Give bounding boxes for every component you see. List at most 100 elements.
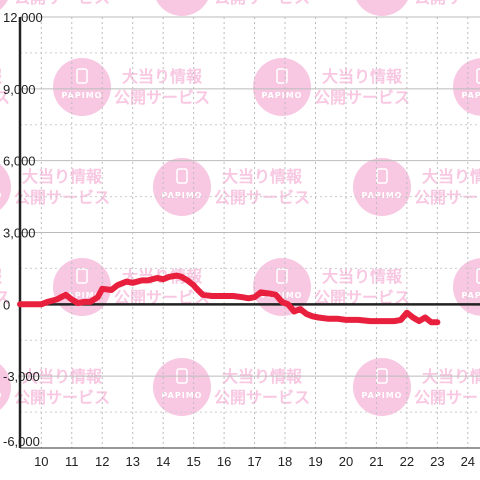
watermark-logo-circle	[53, 58, 111, 116]
watermark-line2: 公開サービス	[114, 288, 210, 307]
watermark-brand: PAPIMO	[0, 391, 2, 400]
x-tick-label: 21	[369, 454, 383, 469]
watermark-line1: 大当り情報	[122, 67, 203, 86]
y-tick-label: 0	[3, 297, 10, 312]
watermark-line2: 公開サービス	[214, 388, 310, 407]
watermark-phone-icon	[76, 68, 88, 84]
x-tick-label: 23	[430, 454, 444, 469]
watermark-line2: 公開サービス	[414, 0, 480, 7]
watermark-line2: 公開サービス	[0, 88, 10, 107]
watermark-line2: 公開サービス	[414, 188, 480, 207]
watermark-phone-icon	[176, 168, 188, 184]
watermark-line2: 公開サービス	[214, 0, 310, 7]
watermark-logo-circle	[0, 0, 8, 10]
watermark-logo-circle	[353, 358, 411, 416]
y-tick-label: -3,000	[3, 369, 40, 384]
watermark-line2: 公開サービス	[114, 88, 210, 107]
watermark-logo-circle	[253, 258, 311, 316]
watermark-logo-circle	[153, 158, 211, 216]
x-tick-label: 20	[339, 454, 353, 469]
x-tick-label: 12	[95, 454, 109, 469]
watermark-logo-circle	[0, 164, 11, 210]
watermark-layer: PAPIMO大当り情報公開サービスPAPIMO大当り情報公開サービスPAPIMO…	[0, 0, 480, 416]
watermark-line1: 大当り情報	[22, 167, 103, 186]
watermark-line2: 公開サービス	[14, 188, 110, 207]
grid-layer	[20, 16, 480, 449]
watermark-line2: 公開サービス	[414, 388, 480, 407]
y-tick-label: 12,000	[3, 10, 43, 25]
watermark-logo-circle	[453, 258, 480, 316]
watermark-line1: 大当り情報	[0, 267, 3, 286]
watermark-brand: PAPIMO	[462, 291, 480, 300]
tick-label-layer: 12,000 9,000 6,000 3,000 0 -3,000 -6,000 10 11 12…	[3, 10, 475, 469]
watermark-line1: 大当り情報	[322, 267, 403, 286]
watermark-brand: PAPIMO	[262, 291, 303, 300]
x-tick-label: 22	[400, 454, 414, 469]
watermark-phone-icon	[276, 268, 288, 284]
watermark-phone-icon	[76, 268, 88, 284]
watermark-brand: PAPIMO	[362, 391, 403, 400]
watermark-brand: PAPIMO	[0, 191, 2, 200]
watermark-logo-circle	[353, 158, 411, 216]
watermark-brand: PAPIMO	[62, 291, 103, 300]
watermark-logo-circle	[53, 258, 111, 316]
watermark-logo-circle	[0, 364, 11, 410]
watermark-phone-icon	[476, 268, 480, 284]
watermark-brand: PAPIMO	[262, 91, 303, 100]
watermark-line2: 公開サービス	[14, 388, 110, 407]
watermark-phone-icon	[376, 168, 388, 184]
watermark-line2: 公開サービス	[0, 288, 10, 307]
x-tick-label: 17	[247, 454, 261, 469]
watermark-logo-circle	[153, 358, 211, 416]
watermark-line2: 公開サービス	[14, 0, 110, 7]
watermark-logo-circle	[453, 58, 480, 116]
x-tick-label: 24	[461, 454, 475, 469]
series-line-0	[17, 272, 441, 326]
watermark-phone-icon	[476, 68, 480, 84]
x-tick-label: 13	[125, 454, 139, 469]
x-tick-label: 16	[217, 454, 231, 469]
watermark-line2: 公開サービス	[314, 288, 410, 307]
axes-layer	[18, 17, 480, 449]
watermark-phone-icon	[276, 68, 288, 84]
watermark-line1: 大当り情報	[422, 167, 480, 186]
watermark-line1: 大当り情報	[222, 167, 303, 186]
x-tick-label: 14	[156, 454, 170, 469]
watermark-logo-circle	[156, 0, 208, 16]
watermark-brand: PAPIMO	[462, 91, 480, 100]
watermark-logo-circle	[253, 58, 311, 116]
watermark-brand: PAPIMO	[162, 191, 203, 200]
series-layer	[17, 272, 441, 326]
watermark-line1: 大当り情報	[322, 67, 403, 86]
watermark-line2: 公開サービス	[214, 188, 310, 207]
y-tick-label: -6,000	[3, 434, 40, 449]
watermark-brand: PAPIMO	[362, 191, 403, 200]
x-tick-label: 15	[186, 454, 200, 469]
x-tick-label: 11	[65, 454, 79, 469]
x-tick-label: 10	[34, 454, 48, 469]
watermark-logo-circle	[356, 0, 408, 16]
y-tick-label: 3,000	[3, 226, 36, 241]
x-tick-label: 19	[308, 454, 322, 469]
watermark-line1: 大当り情報	[0, 67, 3, 86]
y-tick-label: 9,000	[3, 82, 36, 97]
y-tick-label: 6,000	[3, 154, 36, 169]
